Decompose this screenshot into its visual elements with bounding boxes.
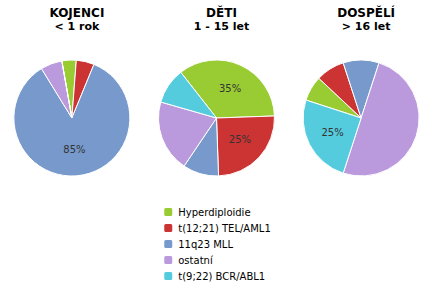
svg-text:> 16 let: > 16 let <box>342 20 391 33</box>
svg-text:ostatní: ostatní <box>178 255 214 266</box>
svg-text:< 1 rok: < 1 rok <box>54 20 100 33</box>
svg-text:Hyperdiploidie: Hyperdiploidie <box>178 207 250 218</box>
svg-text:1 - 15 let: 1 - 15 let <box>194 20 250 33</box>
svg-text:t(9;22) BCR/ABL1: t(9;22) BCR/ABL1 <box>178 271 265 282</box>
svg-text:DOSPĚLÍ: DOSPĚLÍ <box>337 5 395 20</box>
svg-text:25%: 25% <box>321 127 343 138</box>
svg-text:DĚTI: DĚTI <box>206 5 237 20</box>
svg-text:85%: 85% <box>63 144 85 155</box>
svg-text:35%: 35% <box>219 83 241 94</box>
svg-text:KOJENCI: KOJENCI <box>49 6 104 20</box>
svg-text:25%: 25% <box>229 134 251 145</box>
svg-text:t(12;21) TEL/AML1: t(12;21) TEL/AML1 <box>178 223 270 234</box>
svg-text:11q23 MLL: 11q23 MLL <box>178 239 233 250</box>
